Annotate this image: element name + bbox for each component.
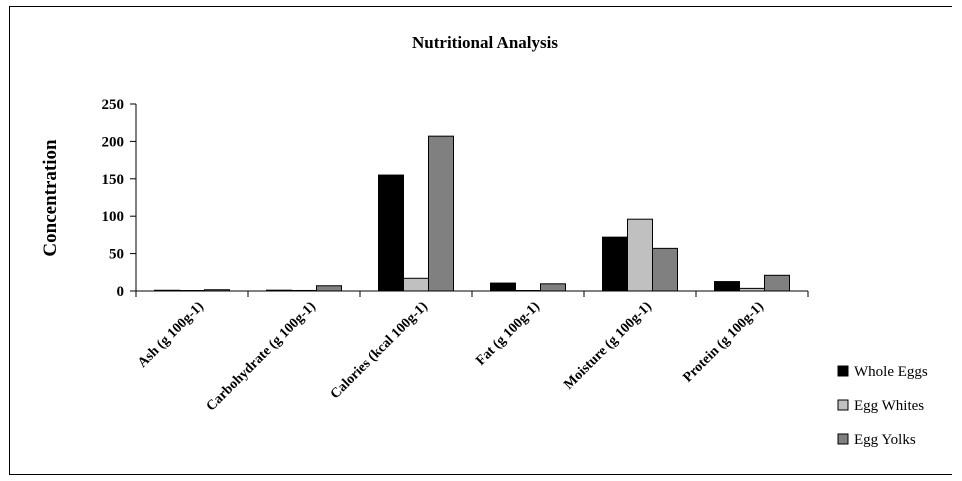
bar-egg-whites	[291, 289, 317, 292]
bar-egg-whites	[515, 290, 541, 292]
legend-label: Egg Yolks	[854, 432, 916, 448]
bar-whole-eggs	[490, 282, 516, 292]
legend-label: Whole Eggs	[854, 364, 928, 380]
bar-whole-eggs	[602, 236, 628, 292]
y-tick-label: 100	[102, 209, 125, 225]
bar-whole-eggs	[266, 289, 292, 292]
legend-swatch	[837, 399, 849, 411]
bar-egg-yolks	[652, 247, 678, 292]
bar-egg-whites	[627, 218, 653, 292]
legend-swatch	[837, 433, 849, 445]
x-tick-label: Carbohydrate (g 100g-1)	[204, 299, 319, 414]
bar-egg-yolks	[764, 274, 790, 292]
bar-egg-whites	[403, 277, 429, 292]
bar-whole-eggs	[378, 174, 404, 292]
chart-frame	[9, 6, 952, 475]
y-tick-label: 250	[102, 97, 125, 113]
legend-label: Egg Whites	[854, 398, 924, 414]
y-tick-label: 200	[102, 134, 125, 150]
bar-egg-yolks	[204, 289, 230, 292]
x-tick-label: Fat (g 100g-1)	[473, 299, 543, 369]
bar-whole-eggs	[714, 281, 740, 292]
y-tick-label: 0	[117, 284, 125, 300]
bar-whole-eggs	[154, 289, 180, 292]
y-axis-label: Concentration	[40, 139, 61, 257]
y-tick-label: 150	[102, 172, 125, 188]
bar-egg-whites	[739, 287, 765, 292]
x-tick-label: Moisture (g 100g-1)	[561, 299, 655, 393]
x-tick-label: Protein (g 100g-1)	[681, 299, 768, 386]
bar-egg-yolks	[428, 135, 454, 292]
x-tick-label: Ash (g 100g-1)	[135, 299, 207, 371]
y-tick-label: 50	[109, 247, 124, 263]
x-tick-label: Calories (kcal 100g-1)	[328, 299, 431, 402]
legend-swatch	[837, 365, 849, 377]
bar-egg-yolks	[316, 285, 342, 292]
bar-egg-whites	[179, 290, 205, 292]
bar-egg-yolks	[540, 283, 566, 292]
chart-title: Nutritional Analysis	[412, 33, 558, 52]
